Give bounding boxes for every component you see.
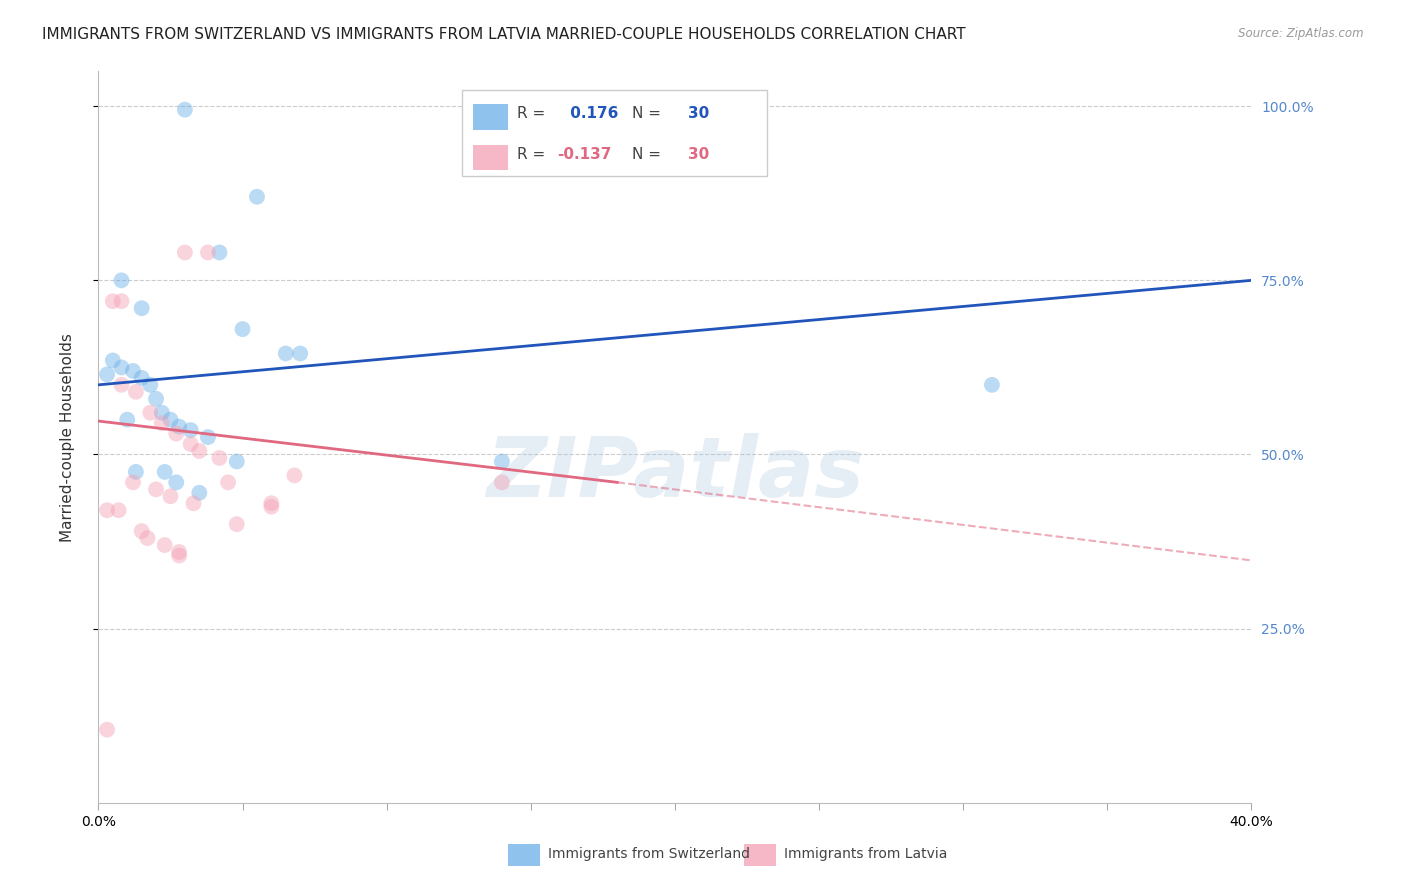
Point xyxy=(139,406,162,420)
Text: ZIPatlas: ZIPatlas xyxy=(486,434,863,514)
Text: 0.176: 0.176 xyxy=(565,106,619,121)
Point xyxy=(180,437,202,451)
Point xyxy=(167,419,190,434)
Point xyxy=(153,538,176,552)
Point xyxy=(117,412,139,426)
Point xyxy=(174,103,197,117)
Point xyxy=(110,360,132,375)
Point xyxy=(260,496,283,510)
Text: N =: N = xyxy=(633,147,666,161)
Point xyxy=(96,368,118,382)
Point xyxy=(491,475,513,490)
Text: 30: 30 xyxy=(688,106,709,121)
Point xyxy=(225,517,247,532)
Point xyxy=(101,294,124,309)
Point xyxy=(125,384,148,399)
FancyBboxPatch shape xyxy=(461,90,768,176)
Point xyxy=(159,489,181,503)
Point xyxy=(274,346,297,360)
Text: N =: N = xyxy=(633,106,666,121)
Point xyxy=(101,353,124,368)
Point xyxy=(150,416,173,430)
Point xyxy=(153,465,176,479)
Point xyxy=(225,454,247,468)
Point xyxy=(165,475,187,490)
Point xyxy=(188,485,211,500)
Point xyxy=(139,377,162,392)
Point xyxy=(167,545,190,559)
Point xyxy=(131,371,153,385)
Point xyxy=(110,273,132,287)
Point xyxy=(131,524,153,538)
Point xyxy=(197,245,219,260)
Point xyxy=(231,322,254,336)
Point xyxy=(197,430,219,444)
Point xyxy=(174,245,197,260)
Point xyxy=(125,465,148,479)
Point xyxy=(131,301,153,316)
Point xyxy=(136,531,159,545)
Bar xyxy=(744,844,776,866)
Point xyxy=(981,377,1004,392)
Point xyxy=(208,450,231,465)
Bar xyxy=(472,104,508,130)
Point xyxy=(122,475,145,490)
Point xyxy=(290,346,312,360)
Text: Immigrants from Latvia: Immigrants from Latvia xyxy=(785,847,948,861)
Point xyxy=(110,377,132,392)
Text: Immigrants from Switzerland: Immigrants from Switzerland xyxy=(548,847,749,861)
Point xyxy=(96,723,118,737)
Point xyxy=(96,503,118,517)
Text: IMMIGRANTS FROM SWITZERLAND VS IMMIGRANTS FROM LATVIA MARRIED-COUPLE HOUSEHOLDS : IMMIGRANTS FROM SWITZERLAND VS IMMIGRANT… xyxy=(42,27,966,42)
Point xyxy=(159,412,181,426)
Point xyxy=(122,364,145,378)
Point xyxy=(246,190,269,204)
Point xyxy=(183,496,205,510)
Point xyxy=(188,444,211,458)
Point xyxy=(491,454,513,468)
Point xyxy=(260,500,283,514)
Text: 30: 30 xyxy=(688,147,709,161)
Point xyxy=(165,426,187,441)
Text: -0.137: -0.137 xyxy=(557,147,612,161)
Point xyxy=(145,392,167,406)
Text: Source: ZipAtlas.com: Source: ZipAtlas.com xyxy=(1239,27,1364,40)
Point xyxy=(145,483,167,497)
Y-axis label: Married-couple Households: Married-couple Households xyxy=(60,333,75,541)
Point xyxy=(110,294,132,309)
Point xyxy=(150,406,173,420)
Point xyxy=(217,475,239,490)
Bar xyxy=(508,844,540,866)
Point xyxy=(167,549,190,563)
Point xyxy=(283,468,305,483)
Text: R =: R = xyxy=(517,147,550,161)
Point xyxy=(107,503,129,517)
Bar xyxy=(472,145,508,170)
Point xyxy=(208,245,231,260)
Point xyxy=(180,423,202,437)
Text: R =: R = xyxy=(517,106,550,121)
